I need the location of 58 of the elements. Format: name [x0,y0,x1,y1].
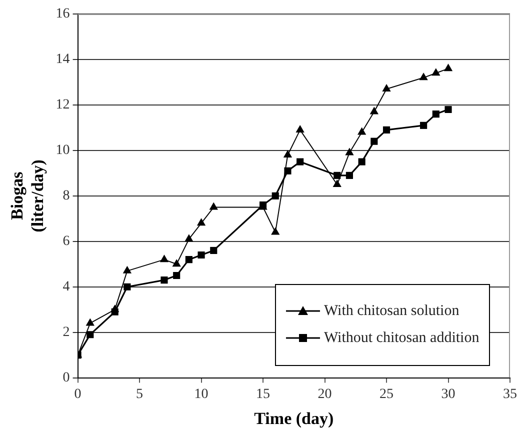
point [444,64,453,72]
point [209,202,218,210]
point [382,84,391,92]
point [124,283,131,290]
point [296,158,304,166]
point [110,304,120,312]
y-tick-label: 16 [56,6,70,22]
point [198,251,205,259]
legend-label: Without chitosan addition [324,330,480,347]
point [196,218,206,226]
point [122,266,132,274]
point [283,150,292,158]
point [432,68,440,76]
x-tick-label: 20 [318,386,332,402]
point [382,126,390,134]
point [160,254,169,262]
x-tick-label: 0 [74,386,82,402]
y-tick-label: 14 [56,52,70,68]
point [210,246,218,254]
x-axis-title: Time (day) [254,409,334,428]
point [173,272,180,280]
y-tick-label: 4 [62,280,70,295]
point [370,138,378,145]
point [420,122,428,129]
point [357,127,366,135]
point [296,124,304,132]
y-tick-label: 0 [62,370,70,386]
point [444,106,452,114]
x-tick-label: 10 [194,386,208,402]
point [284,167,292,174]
point [419,72,428,80]
x-tick-label: 5 [136,386,144,402]
point [86,331,94,338]
point [271,227,280,235]
point [184,234,194,242]
point [346,172,354,179]
point [358,158,366,166]
point [172,259,181,267]
point [370,106,378,114]
y-tick-label: 10 [56,143,70,158]
y-tick-label: 6 [62,234,70,250]
point [272,192,279,200]
y-axis-title: Biogas (liter/day) [8,160,47,232]
y-tick-label: 2 [62,324,70,340]
legend-label: With chitosan solution [324,302,460,320]
point [332,180,342,188]
point [334,172,341,179]
y-tick-label: 8 [62,188,70,204]
x-tick-label: 35 [503,386,517,402]
y-tick-label: 12 [56,98,70,113]
x-tick-label: 30 [441,386,456,402]
point [86,318,94,326]
point [160,276,168,284]
point [185,256,192,264]
point [432,110,440,118]
x-tick-label: 15 [256,386,270,402]
point [345,148,354,156]
x-tick-label: 25 [380,386,394,402]
